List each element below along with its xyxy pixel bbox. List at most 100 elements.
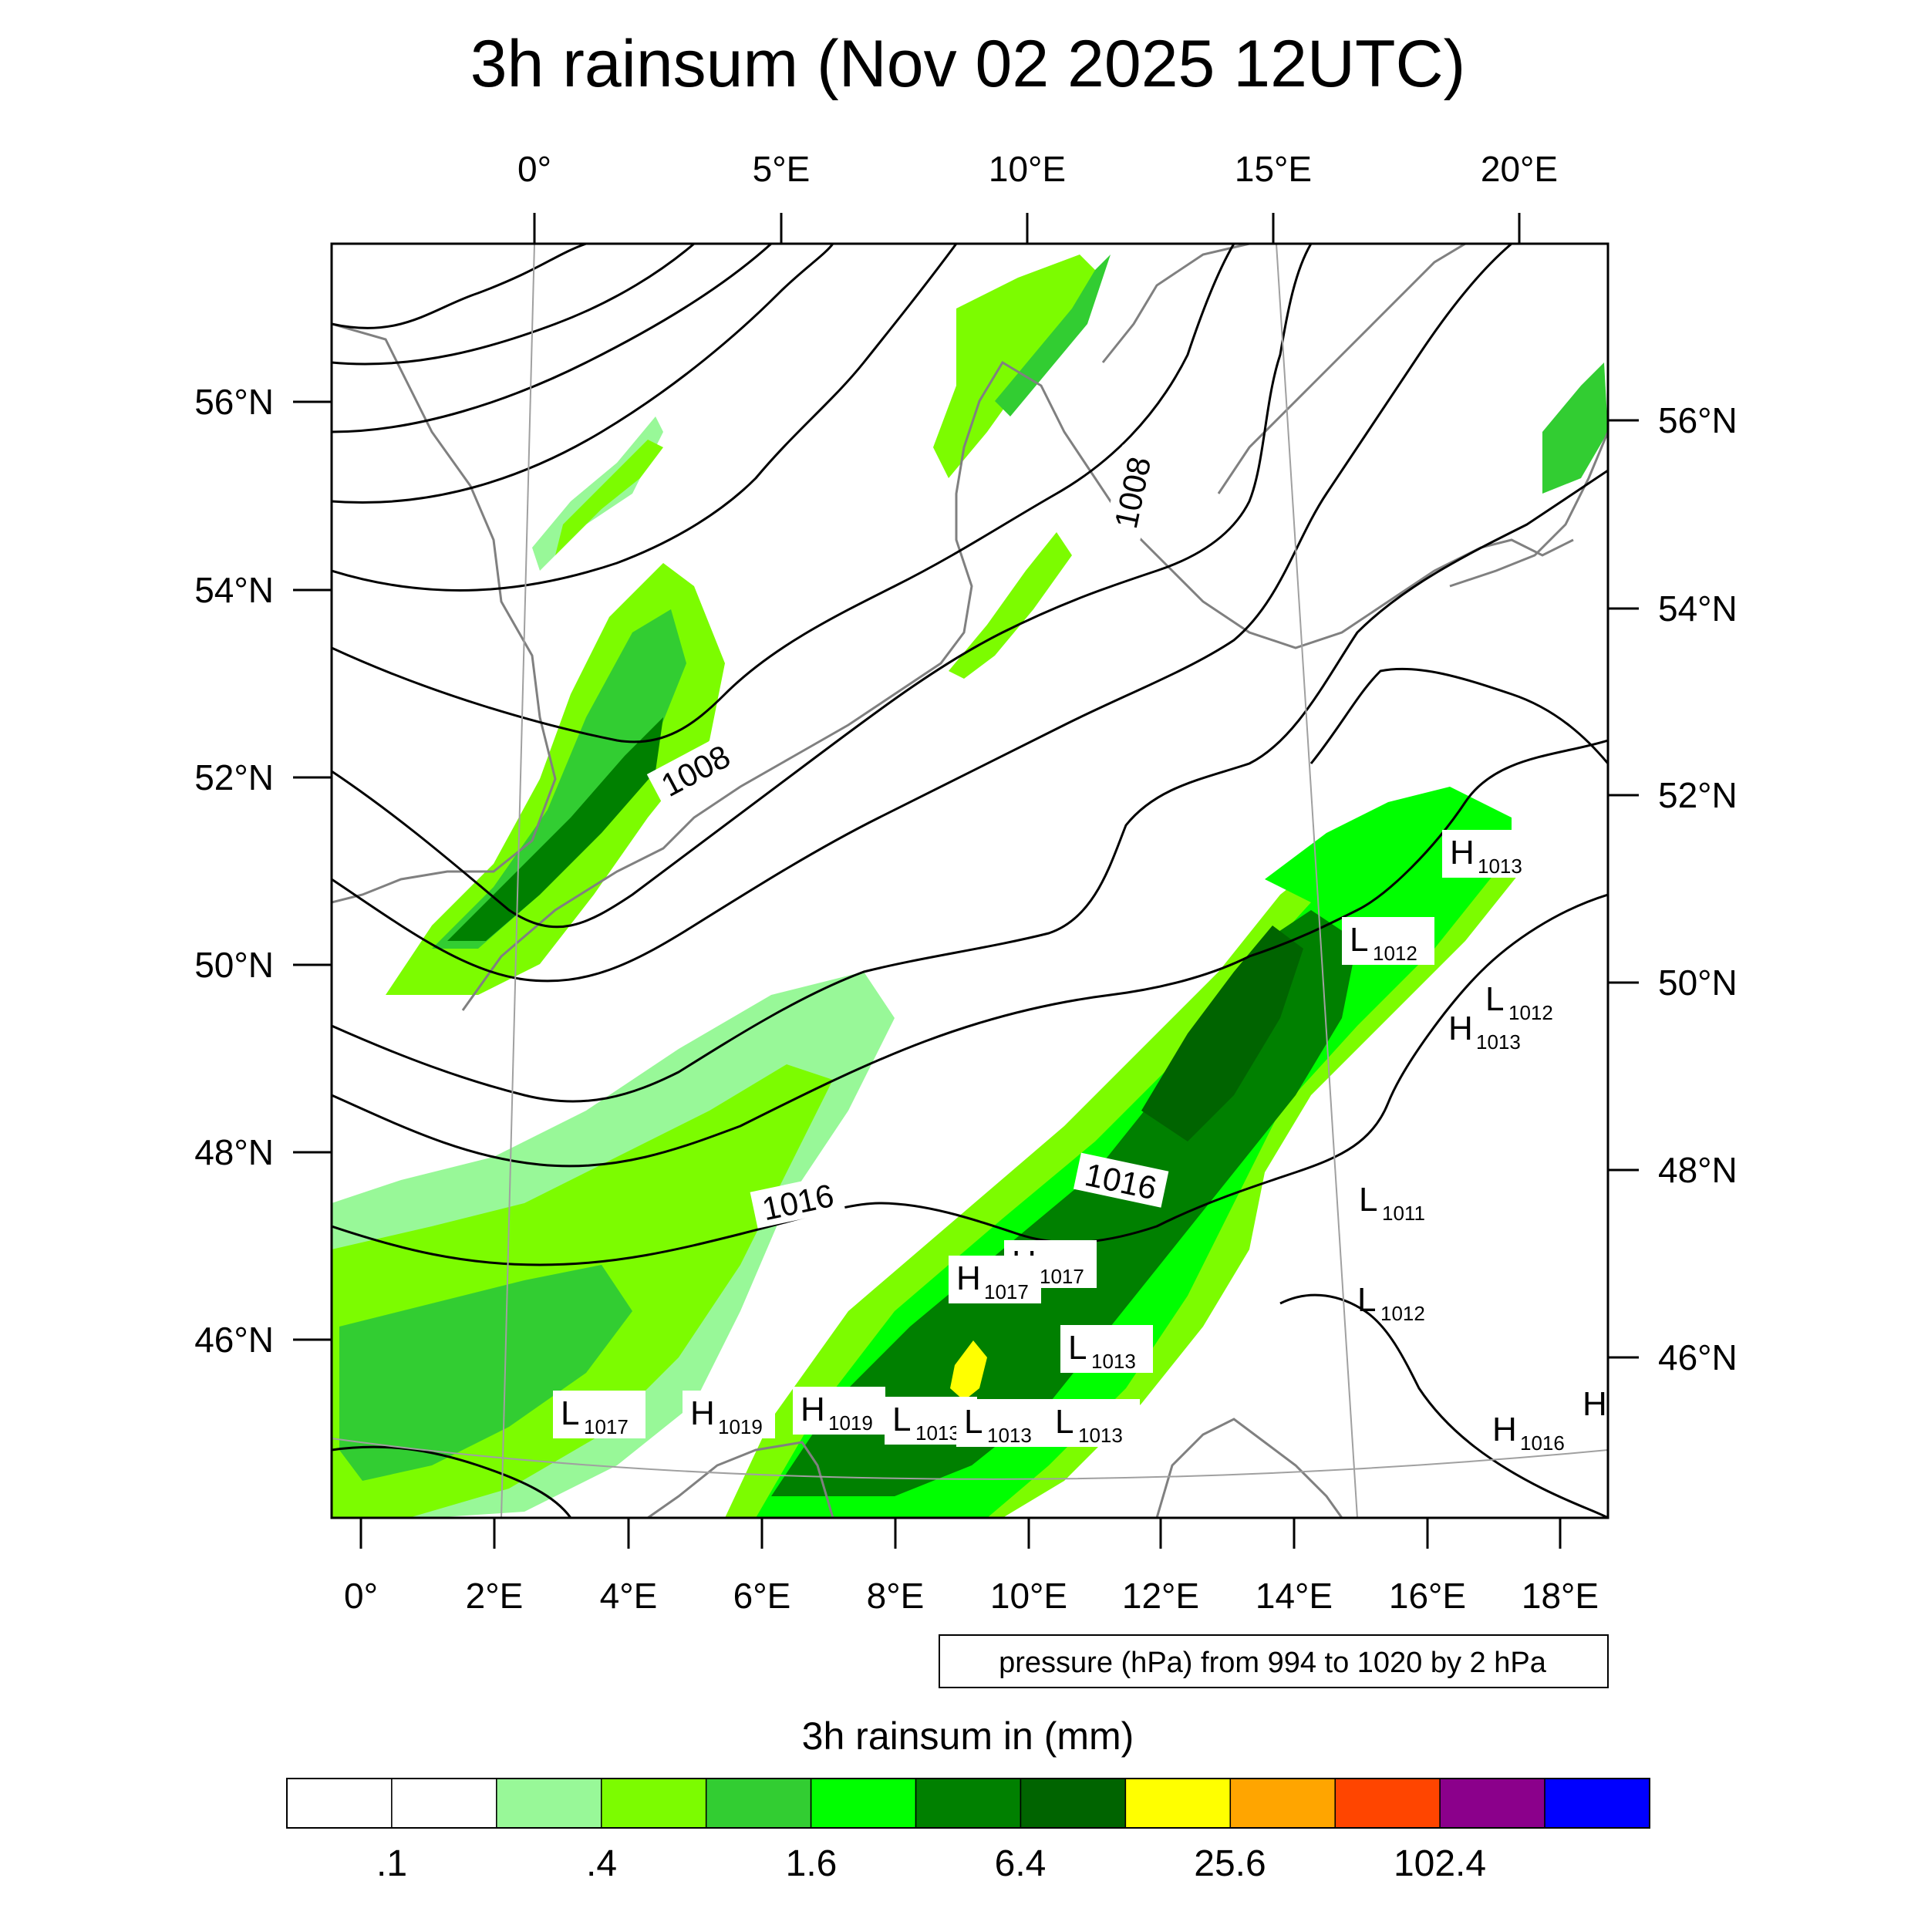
pressure-center-bg [553,1391,645,1438]
top-lon-label: 10°E [989,149,1066,189]
pressure-center-letter: L [892,1401,911,1438]
bottom-lon-label: 2°E [466,1576,524,1616]
pressure-center-value: 1013 [1078,1424,1123,1447]
bottom-lon-label: 12°E [1122,1576,1199,1616]
info-box-text: pressure (hPa) from 994 to 1020 by 2 hPa [999,1647,1547,1679]
colorbar-swatch [1439,1778,1545,1829]
map-title: 3h rainsum (Nov 02 2025 12UTC) [470,27,1466,101]
pressure-center-value: 1017 [1040,1265,1084,1288]
contour-labels: 1008 1008 1016 1016 [646,444,1169,1229]
pressure-center-letter: H [1492,1411,1517,1448]
pressure-center-letter: H [801,1391,825,1428]
pressure-center-value: 1013 [915,1421,960,1445]
colorbar-tick-label: 6.4 [995,1843,1047,1884]
pressure-center-bg [1442,830,1535,878]
pressure-center: H [1583,1385,1607,1423]
pressure-center-value: 1012 [1373,942,1417,965]
pressure-center-bg [949,1256,1041,1303]
pressure-center-bg [956,1399,1049,1447]
pressure-center-value: 1016 [1520,1431,1565,1455]
contour-label-1016b: 1016 [1073,1152,1169,1208]
isobar-12 [1309,667,1608,764]
pressure-center: L 1011 [1359,1181,1425,1225]
isobar-2 [332,244,695,366]
axis-ticks [293,213,1639,1549]
coastline-continent [461,360,1574,1011]
bottom-lon-label: 10°E [990,1576,1067,1616]
colorbar-tick-label: 25.6 [1194,1843,1266,1884]
pressure-center: L 1012 [1485,980,1553,1024]
top-lon-label: 0° [517,149,551,189]
colorbar-swatch [391,1778,497,1829]
colorbar-tick-label: 102.4 [1394,1843,1486,1884]
pressure-center: L 1013 [956,1399,1049,1447]
bottom-lon-label: 8°E [867,1576,925,1616]
top-lon-label: 20°E [1481,149,1558,189]
graticule-lon-0 [501,244,535,1518]
pressure-center-letter: L [1055,1403,1074,1441]
colorbar-swatch [705,1778,812,1829]
coastline-adriatic [1155,1418,1343,1518]
rain-band-baltic [949,532,1072,679]
isobar-5 [332,244,958,592]
rain-band-northsea-dark [447,717,663,941]
pressure-center-value: 1017 [984,1280,1029,1303]
pressure-center-bg [1047,1399,1140,1447]
bottom-lon-label: 0° [344,1576,378,1616]
rain-field-poland-light [1265,787,1512,910]
colorbar-swatch [1334,1778,1441,1829]
map-panel [330,242,1609,1519]
pressure-center-letter: L [1068,1329,1087,1367]
axis-labels: 0° 5°E 10°E 15°E 20°E 0° 2°E 4°E 6°E 8°E… [194,149,1738,1616]
pressure-center-bg [683,1391,775,1438]
rain-band-baltic-east [1542,362,1608,494]
pressure-center: H 1019 [793,1387,885,1435]
colorbar-swatch [915,1778,1022,1829]
rain-field-alps-dark [1141,926,1303,1141]
pressure-center-letter: L [1357,1281,1376,1319]
rain-band-denmark [933,255,1103,478]
rain-field [332,255,1608,1518]
pressure-center: H 1013 [1442,830,1535,878]
coastlines [332,244,1608,1518]
pressure-center: L 1013 [1047,1399,1140,1447]
isobar-7 [332,244,1313,929]
isobar-9 [332,469,1608,1103]
right-lat-label: 52°N [1658,775,1738,815]
left-lat-label: 50°N [194,945,274,985]
left-lat-label: 54°N [194,570,274,610]
pressure-centers: H 1013 L 1012 L 1012 H 1013 L 1011 L 101… [553,830,1607,1455]
left-lat-label: 52°N [194,757,274,797]
rain-field-france-lime [339,1265,632,1481]
colorbar-swatch [496,1778,602,1829]
pressure-center-value: 1013 [1476,1030,1521,1054]
pressure-center-bg [1060,1325,1153,1373]
top-lon-label: 15°E [1235,149,1312,189]
isobar-6 [332,244,1235,743]
isobar-1 [332,244,587,329]
graticule-lat-45 [332,1438,1608,1480]
colorbar-frame [286,1778,1650,1829]
pressure-center: L 1012 [1342,917,1434,965]
isobar-8 [332,244,1512,983]
contour-label-bg [750,1173,846,1229]
pressure-center-letter: L [1485,980,1504,1018]
info-box-frame [939,1634,1609,1688]
pressure-center-letter: L [1350,921,1368,959]
coastline-baltic-east [1449,431,1608,588]
isobar-3 [332,244,773,433]
left-lat-label: 56°N [194,382,274,422]
contour-label-bg [1104,444,1159,541]
rain-band-northsea-upper2 [555,440,663,555]
left-lat-label: 48°N [194,1132,274,1172]
isobar-4 [332,244,834,504]
pressure-center-bg [1342,917,1434,965]
top-lon-label: 5°E [753,149,811,189]
right-lat-label: 48°N [1658,1150,1738,1190]
rain-field-heavy-spot [950,1340,987,1401]
isobar-10 [332,739,1608,1168]
pressure-center-bg [793,1387,885,1435]
colorbar-swatch [1020,1778,1127,1829]
